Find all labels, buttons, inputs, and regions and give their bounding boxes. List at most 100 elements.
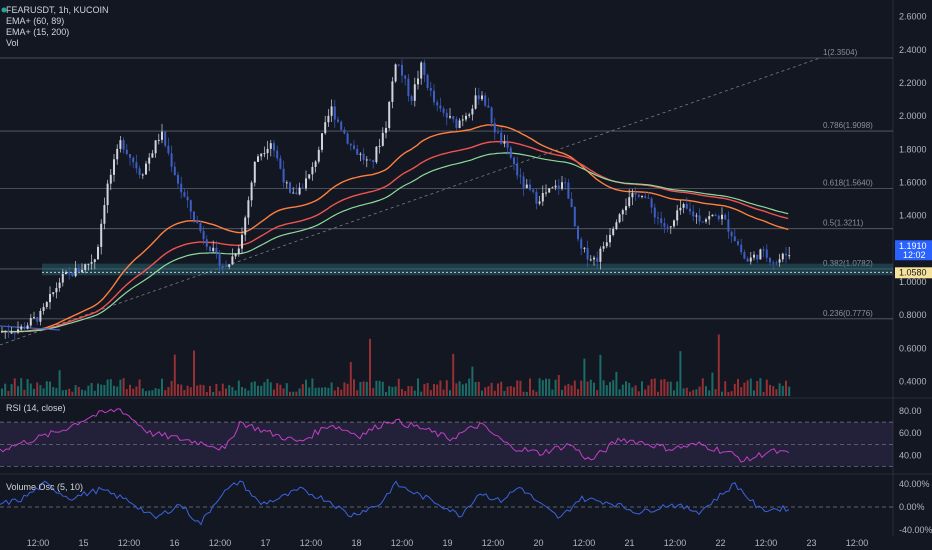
candle-body [474,95,477,109]
legend-ema-2[interactable]: EMA+ (15, 200) [6,27,69,37]
volume-bar [93,390,96,396]
candle-body [61,274,64,283]
volume-bar [388,385,391,396]
volume-bar [33,388,35,396]
candle-body [628,197,631,207]
volume-bar [682,388,685,396]
volume-bar [516,380,519,396]
volume-bar [765,379,768,396]
volosc-tick-label: 40.00% [899,479,930,489]
volume-bar [365,381,368,396]
candle-body [737,241,739,245]
support-price-badge [895,267,932,279]
volume-bar [420,391,423,396]
candle-body [375,146,378,163]
candle-body [263,153,266,155]
candle-body [701,221,704,223]
volume-bar [167,387,170,396]
volume-bar [119,379,122,396]
volume-bar [164,390,167,396]
volume-bar [404,391,407,396]
candle-body [282,168,285,183]
candle-body [465,115,467,120]
volume-bar [730,391,733,396]
x-tick-label: 12:00 [118,538,141,548]
volume-bar [311,378,314,396]
candle-body [100,223,103,247]
symbol-line[interactable]: FEARUSDT, 1h, KUCOIN [6,5,109,15]
volume-bar [372,388,375,396]
volume-bar [557,375,560,396]
volume-bar [215,384,218,396]
candle-body [221,266,224,268]
candle-body [525,184,528,188]
volume-bar [87,385,90,396]
candle-body [753,254,755,258]
legend-ema-1[interactable]: EMA+ (60, 89) [6,16,64,26]
volume-bar [289,391,291,396]
volume-bar [465,383,467,396]
volume-bar [20,378,23,396]
candle-body [634,193,637,195]
candle-body [362,153,365,160]
candle-body [503,142,506,144]
candle-body [631,193,634,198]
volume-bar [769,384,771,396]
volume-bar [596,390,599,396]
volume-bar [29,383,32,396]
candle-body [682,204,685,208]
candle-body [538,201,541,204]
volume-bar [561,389,563,396]
candle-body [321,133,323,150]
candle-body [775,262,778,264]
candle-body [135,162,138,169]
candle-body [234,254,237,257]
volume-bar [241,386,243,396]
candle-body [52,292,55,295]
candle-body [743,252,746,259]
candle-body [225,266,227,268]
volume-bar [17,386,19,396]
countdown-label: 12:02 [903,250,926,260]
candle-body [29,318,32,326]
candle-body [721,214,723,220]
candle-body [529,184,531,190]
volume-bar [173,354,176,396]
volume-bar [458,381,461,396]
volume-bar [218,391,221,396]
candle-body [493,122,496,133]
volume-bar [397,378,400,396]
candle-body [669,226,672,228]
volume-bar [788,386,791,396]
volume-bar [109,379,112,396]
candle-body [596,257,599,262]
volume-bar [113,385,115,396]
volume-bar [554,379,557,396]
volume-bar [276,383,279,396]
volume-bar [359,382,362,396]
candle-body [193,211,195,221]
volume-bar [263,382,266,396]
volume-bar [253,381,256,396]
candle-body [769,257,771,263]
volume-bar [618,389,621,396]
candle-body [305,178,307,189]
volume-bar [445,380,448,396]
volume-bar [564,385,567,396]
volume-bar [714,389,717,396]
candle-body [202,231,205,240]
volume-bar [487,386,490,396]
candle-body [116,148,119,160]
candle-body [42,306,45,311]
volume-bar [778,383,781,396]
candle-body [68,272,71,274]
x-tick-label: 12:00 [664,538,687,548]
volume-bar [452,353,455,396]
volume-bar [349,362,352,396]
volume-bar [97,383,99,396]
legend-vol[interactable]: Vol [6,38,19,48]
volume-bar [58,370,61,396]
support-zone-rect [42,263,893,276]
x-tick-label: 12:00 [573,538,596,548]
